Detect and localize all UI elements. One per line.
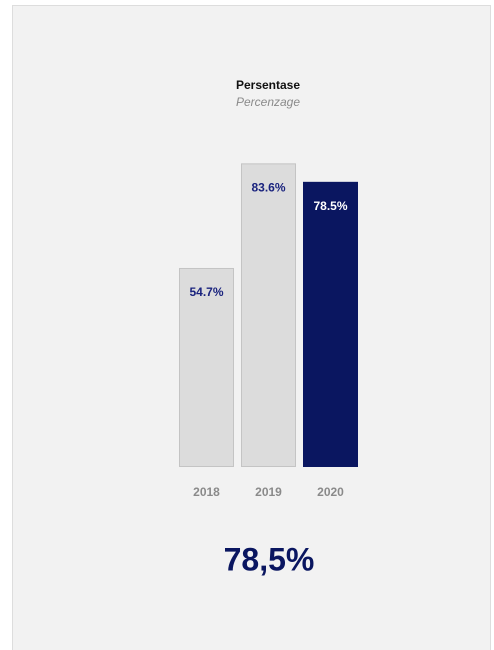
bar-value-label: 83.6% [251,181,285,195]
x-tick-label: 2018 [193,485,220,499]
chart-subtitle: Percenzage [236,95,300,109]
bar [241,163,296,467]
bar-value-label: 54.7% [189,285,223,299]
bar [303,181,358,468]
x-tick-label: 2019 [255,485,282,499]
bar [179,267,234,467]
headline-value: 78,5% [224,541,315,577]
x-tick-label: 2020 [317,485,344,499]
bar-value-label: 78.5% [313,199,347,213]
chart-title: Persentase [236,78,300,92]
